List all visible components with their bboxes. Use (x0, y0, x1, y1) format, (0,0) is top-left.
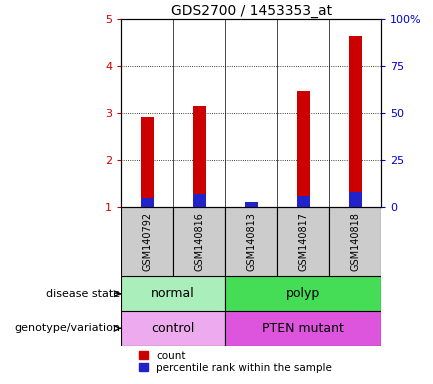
Text: PTEN mutant: PTEN mutant (262, 322, 344, 335)
Bar (121, 207, 173, 276)
Bar (225, 276, 381, 311)
Title: GDS2700 / 1453353_at: GDS2700 / 1453353_at (171, 4, 332, 18)
Text: polyp: polyp (286, 287, 320, 300)
Bar (193, 194, 206, 207)
Text: GSM140818: GSM140818 (350, 212, 360, 271)
Text: disease state: disease state (46, 289, 120, 299)
Bar (121, 276, 225, 311)
Bar (349, 36, 362, 207)
Bar (225, 311, 381, 346)
Bar (277, 207, 329, 276)
Text: GSM140792: GSM140792 (142, 212, 152, 271)
Bar (297, 196, 310, 207)
Bar (225, 207, 277, 276)
Bar (141, 117, 154, 207)
Text: genotype/variation: genotype/variation (14, 323, 120, 333)
Bar (193, 106, 206, 207)
Text: normal: normal (151, 287, 195, 300)
Bar (173, 207, 225, 276)
Bar (245, 202, 258, 207)
Text: GSM140817: GSM140817 (298, 212, 308, 271)
Bar (297, 91, 310, 207)
Legend: count, percentile rank within the sample: count, percentile rank within the sample (139, 351, 332, 373)
Text: control: control (152, 322, 195, 335)
Text: GSM140813: GSM140813 (246, 212, 256, 271)
Bar (141, 198, 154, 207)
Bar (349, 192, 362, 207)
Text: GSM140816: GSM140816 (194, 212, 204, 271)
Bar (329, 207, 381, 276)
Bar (121, 311, 225, 346)
